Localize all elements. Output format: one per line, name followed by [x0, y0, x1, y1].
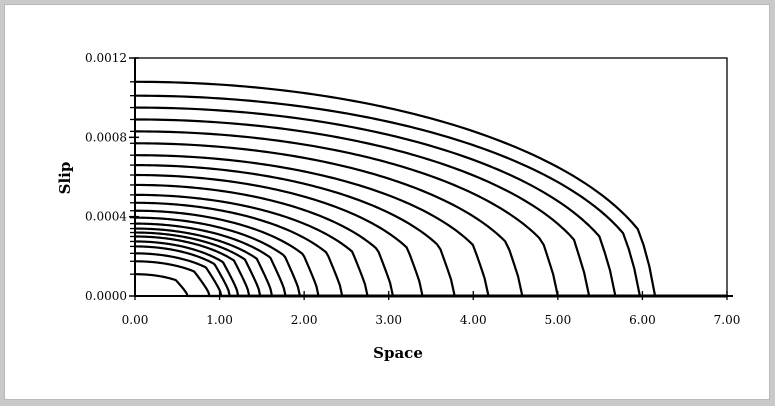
series-line-6	[135, 235, 727, 298]
series-line-23	[134, 80, 727, 298]
y-tick-label: 0.0000	[85, 289, 127, 303]
series-line-3	[134, 252, 727, 298]
x-tick-label: 6.00	[629, 313, 656, 327]
y-axis-ticks: 0.0000 0.0004 0.0008 0.0012	[85, 51, 139, 303]
x-axis-ticks: 0.00 1.00 2.00 3.00 4.00 5.00 6.00 7.00	[122, 291, 741, 327]
series-line-22	[134, 94, 727, 298]
x-tick-label: 5.00	[544, 313, 571, 327]
y-axis-title: Slip	[56, 162, 74, 195]
series-line-15	[135, 173, 727, 298]
x-tick-label: 0.00	[122, 313, 149, 327]
x-tick-label: 7.00	[714, 313, 741, 327]
series-line-10	[135, 216, 727, 298]
series-line-19	[134, 130, 727, 298]
series-line-9	[135, 222, 727, 298]
series-line-16	[134, 164, 727, 298]
series-line-11	[135, 209, 727, 298]
y-tick-label: 0.0012	[85, 51, 127, 65]
x-axis-title: Space	[373, 344, 423, 362]
series-line-20	[134, 118, 727, 298]
y-tick-label: 0.0004	[85, 210, 127, 224]
series-line-14	[134, 183, 727, 298]
series-line-13	[134, 193, 727, 298]
series-line-7	[134, 231, 727, 298]
x-tick-label: 2.00	[291, 313, 318, 327]
series-line-1	[134, 273, 727, 298]
series-group	[130, 80, 727, 298]
series-line-18	[134, 142, 727, 298]
series-line-8	[135, 227, 727, 298]
series-line-17	[134, 154, 727, 298]
x-tick-label: 1.00	[206, 313, 233, 327]
series-line-2	[134, 260, 727, 298]
series-line-5	[135, 240, 727, 298]
series-line-12	[134, 201, 727, 298]
chart-frame: 0.00 1.00 2.00 3.00 4.00 5.00 6.00 7.00 0.0000 0…	[4, 4, 770, 400]
chart: 0.00 1.00 2.00 3.00 4.00 5.00 6.00 7.00 0.00000…	[56, 51, 741, 362]
y-tick-label: 0.0008	[85, 130, 127, 144]
series-line-21	[134, 106, 727, 298]
x-tick-label: 3.00	[375, 313, 402, 327]
series-line-4	[134, 245, 727, 298]
x-tick-label: 4.00	[460, 313, 487, 327]
